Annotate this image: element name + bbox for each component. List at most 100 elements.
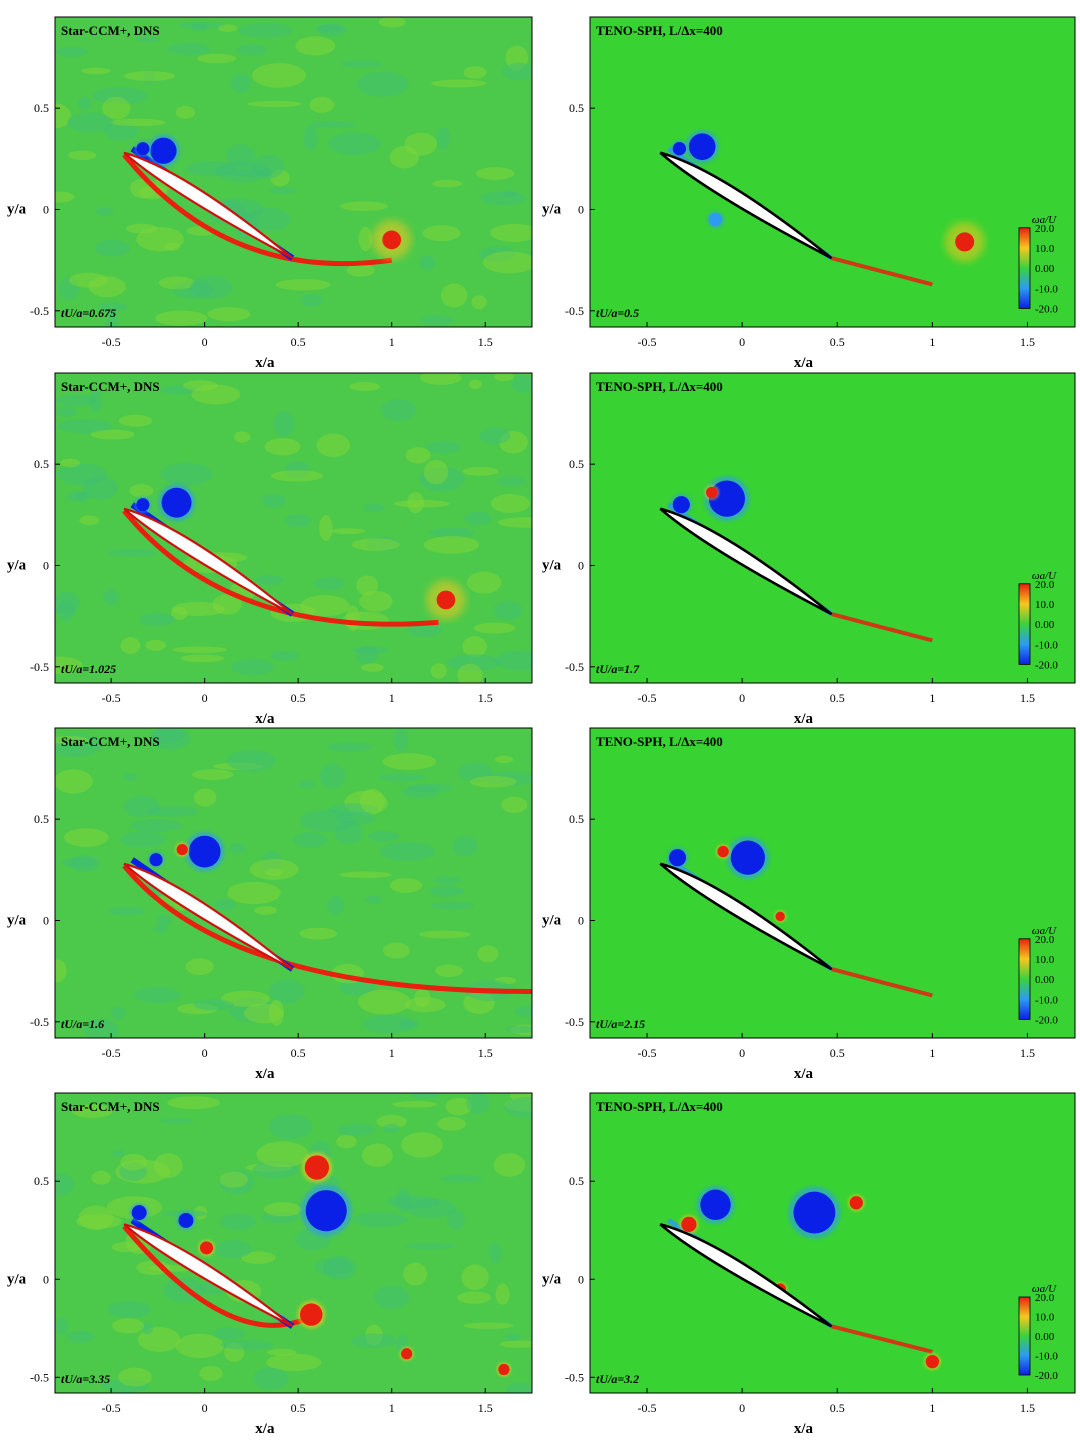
noise-patch: [445, 1097, 472, 1116]
colorbar-tick-label: 10.0: [1035, 954, 1055, 966]
vortex-core: [305, 1190, 347, 1232]
x-axis-label: x/a: [255, 711, 275, 727]
panel-title: TENO-SPH, L/Δx=400: [596, 734, 723, 749]
vortex-core: [681, 1216, 697, 1232]
plot-background: [590, 17, 1075, 327]
noise-patch: [158, 276, 195, 290]
noise-patch: [335, 811, 376, 825]
noise-patch: [55, 394, 98, 406]
noise-patch: [430, 663, 447, 679]
y-tick-label: -0.5: [565, 1015, 584, 1029]
noise-patch: [150, 728, 184, 744]
noise-patch: [433, 876, 462, 884]
y-axis-label: y/a: [7, 557, 27, 573]
noise-patch: [104, 310, 119, 327]
noise-patch: [468, 379, 482, 389]
vortex-core: [672, 142, 687, 156]
x-tick-label: 0: [202, 335, 208, 349]
vortex-core: [178, 1212, 194, 1228]
noise-patch: [264, 1202, 302, 1217]
vortex-core: [382, 230, 402, 250]
time-label: tU/a=1.025: [61, 662, 116, 676]
y-tick-label: 0: [43, 1272, 49, 1286]
noise-patch: [379, 842, 436, 861]
noise-patch: [479, 427, 511, 445]
vortex-core: [925, 1354, 940, 1369]
x-tick-label: 0.5: [830, 335, 845, 349]
noise-patch: [339, 871, 392, 879]
x-tick-label: 1.5: [1020, 1401, 1035, 1415]
vortex-core: [730, 840, 765, 875]
noise-patch: [374, 1285, 410, 1309]
vortex-core: [775, 911, 785, 922]
x-tick-label: 0: [202, 691, 208, 705]
noise-patch: [351, 538, 400, 551]
x-tick-label: 0.5: [291, 1401, 306, 1415]
y-tick-label: 0.5: [569, 101, 584, 115]
noise-patch: [511, 375, 532, 393]
noise-patch: [504, 1333, 522, 1342]
noise-patch: [403, 1262, 428, 1286]
plot-frame: [54, 727, 533, 1039]
noise-patch: [429, 885, 464, 898]
x-tick-label: 0: [739, 691, 745, 705]
noise-patch: [166, 43, 211, 56]
noise-patch: [118, 414, 153, 427]
colorbar-tick-label: -10.0: [1035, 283, 1058, 295]
noise-patch: [112, 1149, 125, 1157]
noise-patch: [153, 924, 168, 933]
y-tick-label: -0.5: [30, 1015, 49, 1029]
vortex-core: [955, 232, 975, 252]
noise-patch: [309, 120, 357, 128]
airfoil: [123, 1223, 294, 1328]
noise-patch: [295, 36, 336, 56]
plot-background: [590, 373, 1075, 683]
colorbar-tick-label: 20.0: [1035, 579, 1055, 591]
noise-patch: [171, 606, 188, 620]
noise-patch: [340, 60, 383, 68]
time-label: tU/a=3.2: [596, 1372, 639, 1386]
x-tick-label: 1: [389, 1401, 395, 1415]
noise-patch: [353, 1211, 408, 1228]
noise-patch: [378, 17, 406, 28]
noise-patch: [175, 105, 196, 119]
colorbar: ωa/U20.0 10.0 0.00 -10.0 -20.0: [1018, 214, 1058, 315]
y-axis-label: y/a: [542, 557, 562, 573]
noise-patch: [376, 1114, 407, 1129]
noise-patch: [502, 190, 518, 197]
noise-patch: [303, 125, 318, 151]
y-tick-label: 0.5: [569, 812, 584, 826]
colorbar-tick-label: 20.0: [1035, 223, 1055, 235]
noise-patch: [365, 895, 382, 904]
noise-patch: [167, 1096, 220, 1110]
noise-patch: [461, 1264, 489, 1290]
noise-patch: [505, 1382, 532, 1393]
vorticity-field: [659, 836, 933, 998]
colorbar-tick-label: 20.0: [1035, 1292, 1055, 1304]
noise-patch: [330, 528, 366, 535]
noise-patch: [230, 73, 251, 94]
noise-patch: [79, 515, 100, 526]
vortex-core: [401, 1348, 413, 1360]
vorticity-field: [659, 1185, 941, 1370]
panel-2: -0.5 0 0.5 1 1.5 0.5 0 -0.5 x/a y/a TENO-SPH, L/Δx…: [542, 16, 1076, 371]
noise-patch: [495, 1283, 510, 1305]
noise-patch: [89, 389, 102, 413]
x-tick-label: 0.5: [830, 1401, 845, 1415]
noise-patch: [55, 191, 75, 203]
noise-patch: [298, 780, 316, 789]
plot-frame: [589, 372, 1076, 684]
noise-patch: [317, 23, 347, 37]
noise-patch: [160, 462, 213, 486]
panel-8: -0.5 0 0.5 1 1.5 0.5 0 -0.5 x/a y/a TENO-SPH, L/Δx…: [542, 1092, 1076, 1437]
noise-patch: [123, 71, 176, 81]
x-tick-label: 1.5: [1020, 691, 1035, 705]
noise-patch: [494, 373, 515, 382]
noise-patch: [497, 476, 526, 487]
vortex-core: [849, 1196, 863, 1210]
vortex-core: [717, 845, 729, 858]
noise-patch: [270, 650, 299, 662]
x-tick-label: 0: [202, 1401, 208, 1415]
vortex-core: [700, 1189, 731, 1220]
